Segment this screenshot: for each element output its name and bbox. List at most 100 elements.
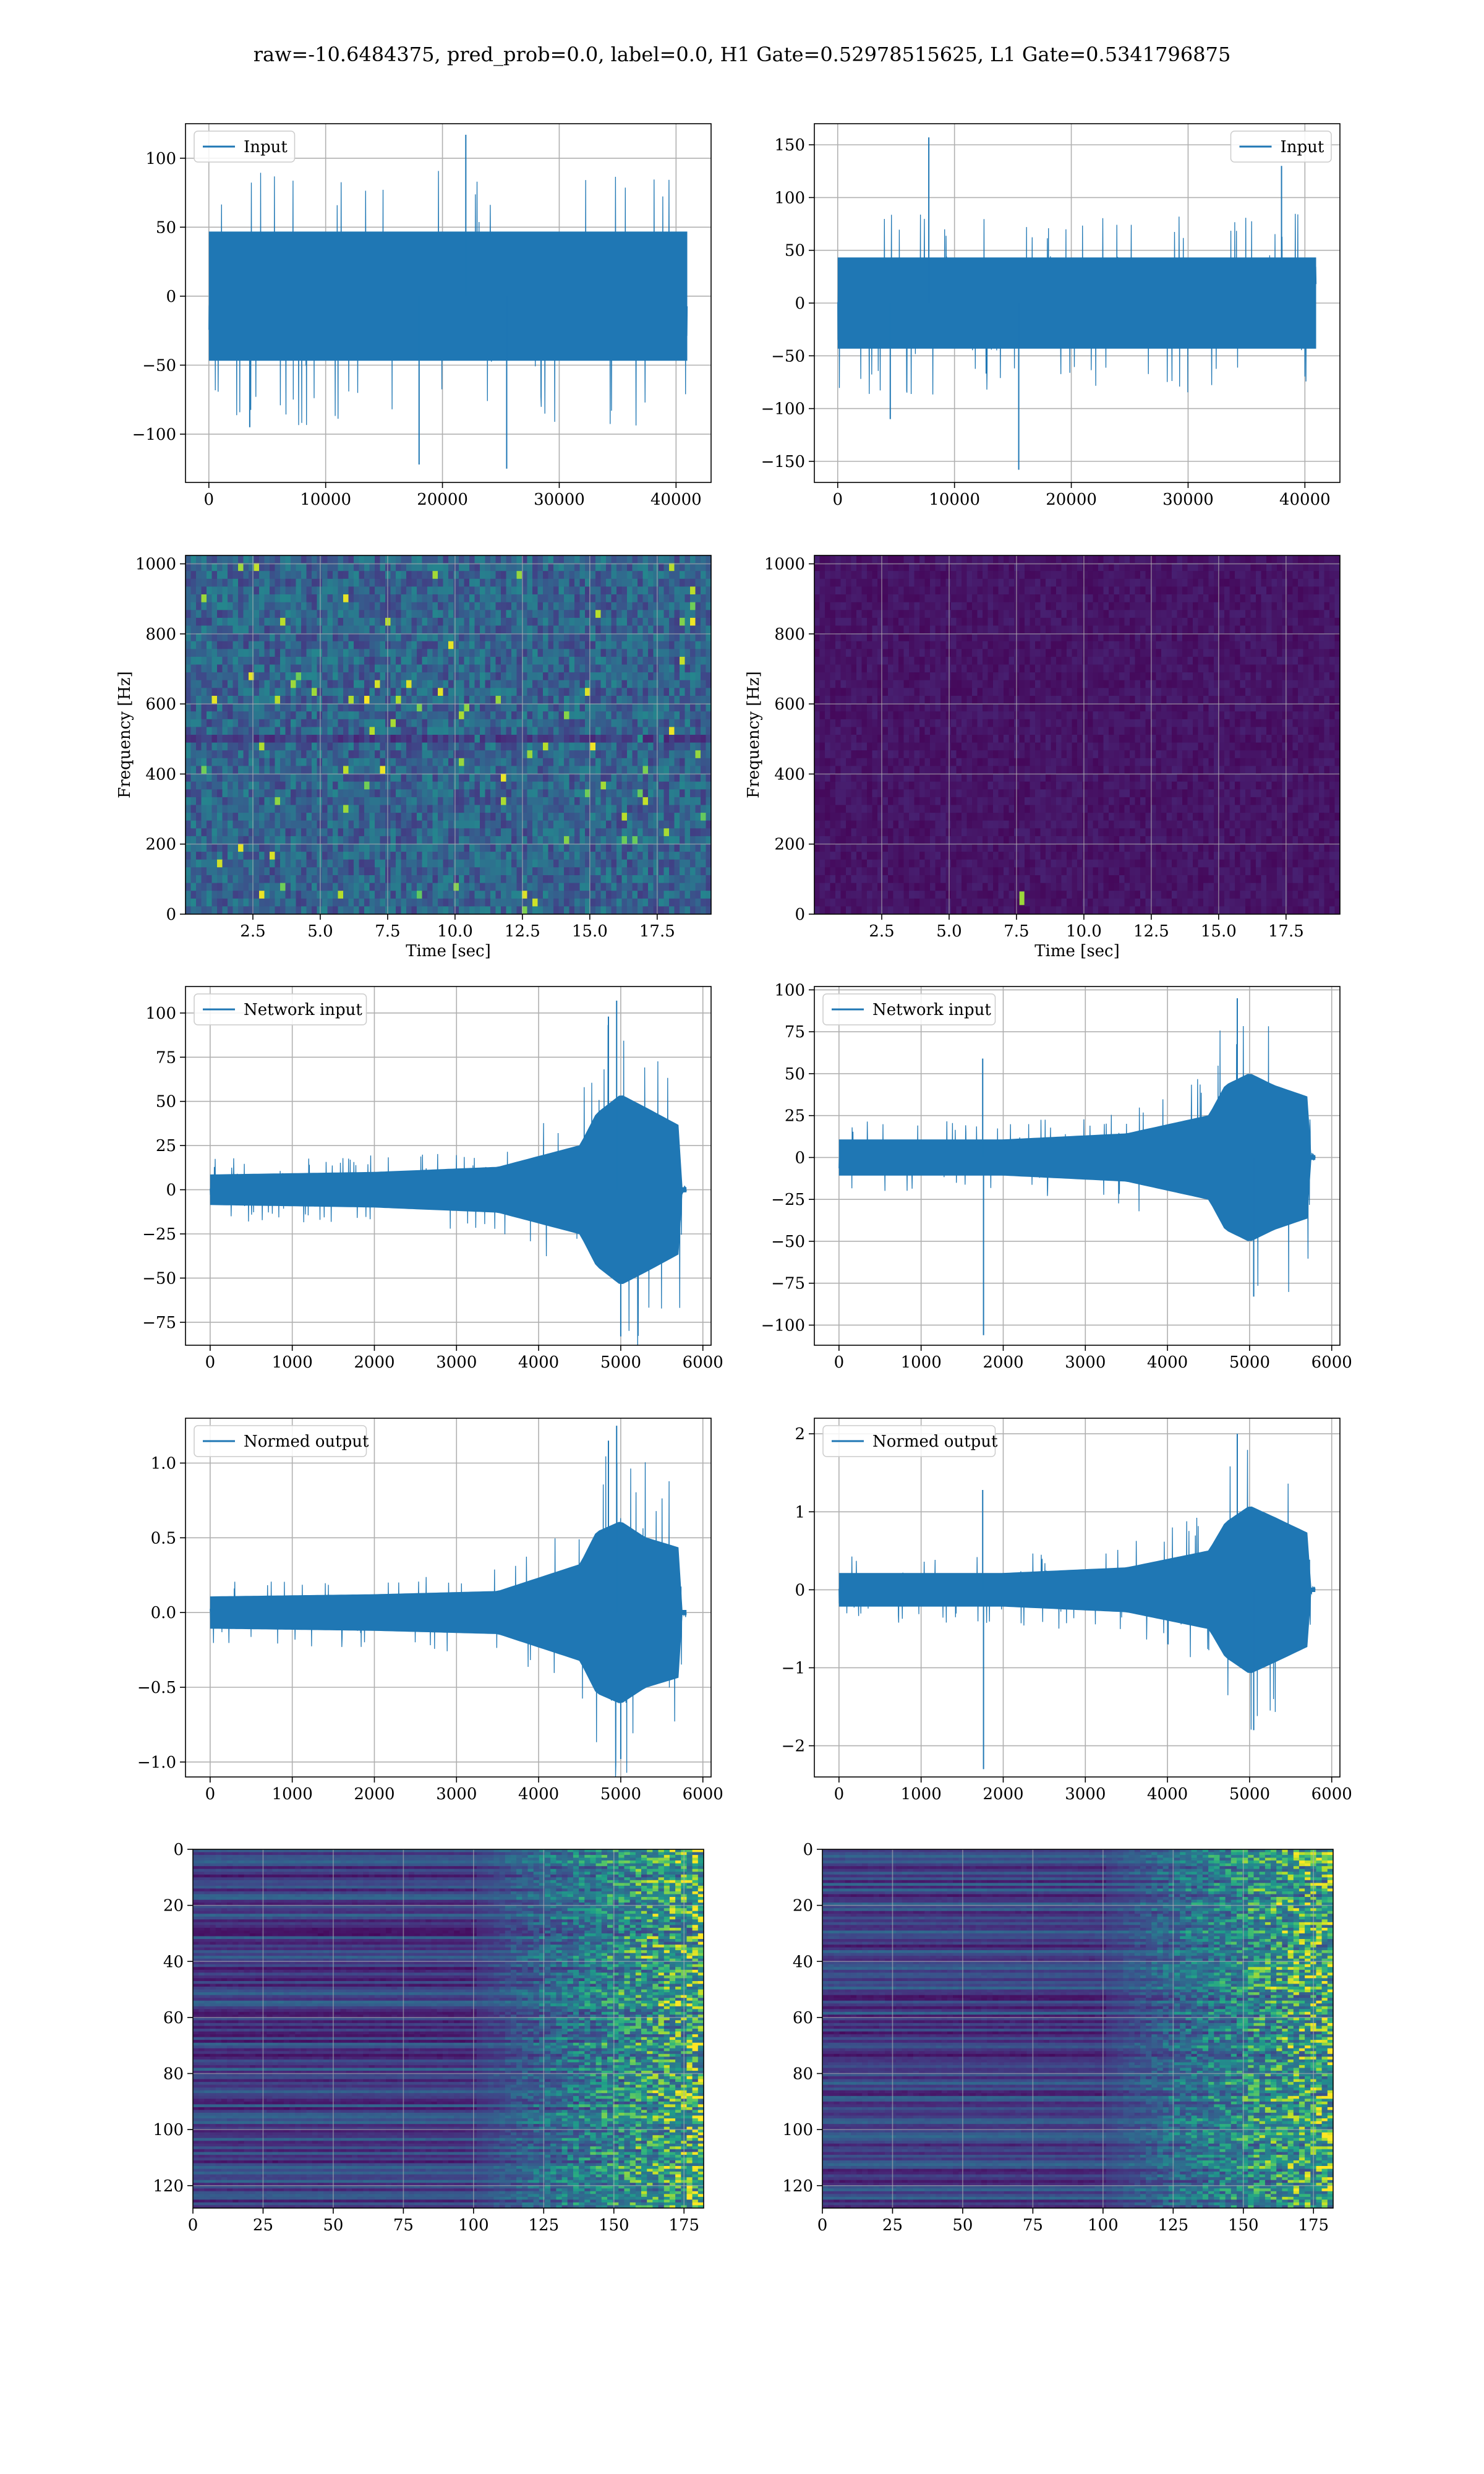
x-tick-label: 40000 <box>1279 490 1331 509</box>
x-tick-label: 3000 <box>436 1785 477 1804</box>
x-axis-label: Time [sec] <box>406 942 491 961</box>
x-tick-label: 0 <box>834 1785 845 1804</box>
x-tick-label: 2000 <box>354 1785 394 1804</box>
x-axis-label: Time [sec] <box>1034 942 1120 961</box>
y-tick-label: −1 <box>782 1659 805 1677</box>
x-tick-label: 75 <box>1023 2216 1043 2235</box>
x-tick-label: 0 <box>833 490 843 509</box>
plot-area <box>186 555 711 914</box>
y-tick-label: 50 <box>156 218 176 237</box>
y-tick-label: 0 <box>173 1841 184 1859</box>
x-tick-label: 2000 <box>354 1353 394 1372</box>
chart-network-l1: 0 1000 2000 3000 4000 5000 6000 −100 −75 −50 −25 0 2… <box>761 981 1352 1372</box>
y-tick-label: 40 <box>793 1953 813 1971</box>
y-tick-label: −75 <box>771 1275 805 1293</box>
legend-label: Input <box>1281 138 1324 156</box>
series-band <box>210 1522 687 1703</box>
y-tick-label: −50 <box>771 1233 805 1251</box>
y-tick-label: 200 <box>774 836 805 854</box>
x-tick-label: 125 <box>528 2216 559 2235</box>
series-band <box>210 1095 687 1284</box>
x-tick-label: 0 <box>204 490 215 509</box>
chart-feat-l1: 0 25 50 75 100 125 150 175 0 20 40 60 80 100 120 <box>782 1841 1334 2235</box>
x-tick-label: 30000 <box>1162 490 1214 509</box>
y-tick-label: 80 <box>163 2065 184 2084</box>
x-tick-label: 6000 <box>1311 1353 1352 1372</box>
x-tick-label: 125 <box>1158 2216 1188 2235</box>
y-tick-label: 25 <box>785 1107 805 1126</box>
x-tick-label: 1000 <box>272 1353 313 1372</box>
x-tick-label: 75 <box>393 2216 414 2235</box>
x-tick-label: 0 <box>834 1353 845 1372</box>
y-tick-label: 100 <box>153 2121 184 2139</box>
x-tick-label: 17.5 <box>1268 922 1304 941</box>
legend-label: Normed output <box>244 1432 369 1451</box>
chart-spec-l1: 2.5 5.0 7.5 10.0 12.5 15.0 17.5 0 200 400 600 800 10… <box>744 555 1341 961</box>
y-tick-label: 800 <box>774 625 805 644</box>
y-tick-label: −50 <box>771 347 805 366</box>
legend-box <box>822 993 996 1025</box>
heatmap-cells <box>186 555 711 914</box>
y-axis-label: Frequency [Hz] <box>744 671 763 798</box>
legend: Input <box>194 131 296 163</box>
y-tick-label: −150 <box>761 453 805 471</box>
y-tick-label: 150 <box>774 136 805 155</box>
legend: Normed output <box>194 1425 369 1457</box>
ticks: 0 10000 20000 30000 40000 −150 −100 −50 0 50 100 15… <box>761 136 1331 509</box>
y-tick-label: 0 <box>803 1841 813 1859</box>
legend-label: Normed output <box>872 1432 998 1451</box>
axes-frame <box>185 555 712 915</box>
chart-feat-h1: 0 25 50 75 100 125 150 175 0 20 40 60 80 100 120 <box>153 1841 704 2235</box>
grid <box>186 555 711 914</box>
x-tick-label: 150 <box>1228 2216 1259 2235</box>
y-tick-label: 1.0 <box>151 1455 176 1473</box>
x-tick-label: 0 <box>205 1353 216 1372</box>
y-tick-label: −100 <box>761 400 805 419</box>
legend-box <box>194 131 296 163</box>
x-tick-label: 5000 <box>600 1785 641 1804</box>
y-tick-label: 2 <box>795 1425 805 1444</box>
plot-area <box>822 1849 1333 2208</box>
y-tick-label: −50 <box>142 1269 176 1288</box>
ticks: 0 1000 2000 3000 4000 5000 6000 −100 −75 −50 −25 0 2… <box>761 981 1352 1372</box>
x-tick-label: 0 <box>188 2216 198 2235</box>
y-tick-label: 25 <box>156 1137 176 1155</box>
x-tick-label: 5000 <box>1229 1785 1270 1804</box>
x-tick-label: 30000 <box>534 490 585 509</box>
ticks: 0 25 50 75 100 125 150 175 0 20 40 60 80 100 120 <box>153 1841 699 2235</box>
x-tick-label: 0 <box>817 2216 828 2235</box>
x-tick-label: 50 <box>323 2216 343 2235</box>
plot-area <box>193 1849 704 2208</box>
axes-frame <box>185 1418 712 1778</box>
y-tick-label: 0 <box>166 1181 176 1200</box>
y-tick-label: 20 <box>793 1897 813 1915</box>
figure-title: raw=-10.6484375, pred_prob=0.0, label=0.… <box>254 43 1231 66</box>
x-tick-label: 7.5 <box>375 922 400 941</box>
x-tick-label: 50 <box>952 2216 973 2235</box>
x-tick-label: 17.5 <box>639 922 675 941</box>
x-tick-label: 25 <box>882 2216 903 2235</box>
y-tick-label: 600 <box>145 695 176 714</box>
x-tick-label: 12.5 <box>1133 922 1169 941</box>
grid <box>193 1849 704 2208</box>
x-tick-label: 10000 <box>929 490 980 509</box>
legend-box <box>822 1425 996 1457</box>
y-tick-label: 1000 <box>135 555 176 574</box>
x-tick-label: 4000 <box>518 1353 559 1372</box>
plot-area <box>814 987 1340 1345</box>
x-tick-label: 2000 <box>983 1785 1023 1804</box>
x-tick-label: 20000 <box>1046 490 1097 509</box>
y-tick-label: 0 <box>166 905 176 924</box>
x-tick-label: 6000 <box>683 1353 723 1372</box>
heatmap-hotspot <box>1019 891 1025 905</box>
plot-area <box>186 1418 711 1777</box>
y-tick-label: 0 <box>795 294 805 313</box>
y-tick-label: 50 <box>785 242 805 260</box>
legend: Normed output <box>822 1425 998 1457</box>
x-tick-label: 1000 <box>901 1785 942 1804</box>
heatmap-cells <box>193 1849 704 2208</box>
x-tick-label: 12.5 <box>505 922 540 941</box>
y-tick-label: 100 <box>782 2121 813 2139</box>
y-tick-label: 0.5 <box>151 1529 176 1547</box>
ticks: 0 1000 2000 3000 4000 5000 6000 −75 −50 −25 0 25 50 7… <box>142 1004 723 1372</box>
